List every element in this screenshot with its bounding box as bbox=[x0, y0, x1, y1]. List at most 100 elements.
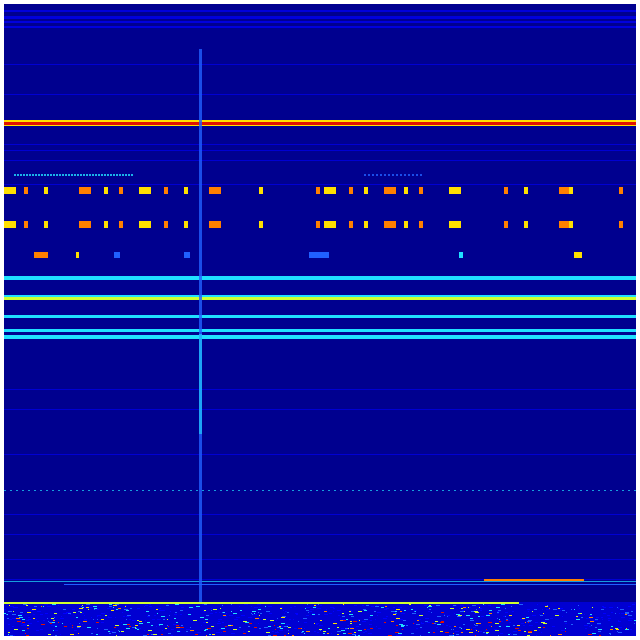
noise-speck bbox=[288, 627, 291, 628]
noise-speck bbox=[119, 608, 121, 609]
pulse-burst bbox=[404, 187, 408, 194]
noise-speck bbox=[295, 613, 298, 614]
noise-speck bbox=[486, 633, 488, 634]
noise-speck bbox=[616, 629, 619, 630]
dotted-line bbox=[502, 490, 504, 491]
faint-band bbox=[4, 454, 636, 455]
noise-speck bbox=[109, 604, 112, 605]
noise-speck bbox=[358, 611, 362, 612]
noise-speck bbox=[505, 612, 508, 613]
dotted-line bbox=[4, 490, 6, 491]
noise-speck bbox=[370, 615, 373, 616]
noise-speck bbox=[318, 604, 319, 605]
noise-speck bbox=[395, 610, 397, 611]
noise-speck bbox=[535, 622, 538, 623]
noise-speck bbox=[601, 617, 603, 618]
noise-speck bbox=[114, 627, 116, 628]
noise-speck bbox=[306, 615, 309, 616]
noise-speck bbox=[7, 635, 11, 636]
noise-speck bbox=[27, 625, 29, 626]
noise-speck bbox=[460, 611, 464, 612]
pulse-burst bbox=[164, 221, 168, 228]
noise-speck bbox=[466, 615, 470, 616]
noise-speck bbox=[542, 609, 543, 610]
noise-speck bbox=[395, 611, 397, 612]
noise-speck bbox=[419, 615, 423, 616]
dotted-line bbox=[412, 490, 414, 491]
noise-speck bbox=[447, 616, 448, 617]
noise-speck bbox=[281, 617, 285, 618]
noise-speck bbox=[26, 635, 29, 636]
noise-speck bbox=[353, 621, 357, 622]
noise-speck bbox=[48, 606, 51, 607]
pulse-burst bbox=[419, 221, 423, 228]
noise-speck bbox=[604, 613, 606, 614]
noise-speck bbox=[381, 607, 384, 608]
noise-speck bbox=[124, 607, 125, 608]
noise-speck bbox=[441, 612, 444, 613]
noise-speck bbox=[451, 629, 452, 630]
noise-speck bbox=[331, 633, 332, 634]
noise-speck bbox=[584, 614, 585, 615]
noise-speck bbox=[52, 604, 56, 605]
dotted-line bbox=[454, 490, 456, 491]
noise-speck bbox=[243, 631, 244, 632]
noise-speck bbox=[364, 610, 367, 611]
noise-speck bbox=[72, 625, 73, 626]
noise-speck bbox=[371, 606, 374, 607]
noise-speck bbox=[401, 625, 405, 626]
dotted-line bbox=[520, 490, 522, 491]
noise-speck bbox=[552, 626, 555, 627]
noise-speck bbox=[53, 620, 55, 621]
noise-speck bbox=[206, 635, 207, 636]
noise-speck bbox=[137, 620, 139, 621]
pulse-burst bbox=[449, 187, 461, 194]
noise-speck bbox=[25, 633, 26, 634]
noise-speck bbox=[455, 631, 459, 632]
noise-speck bbox=[377, 615, 378, 616]
noise-speck bbox=[489, 613, 492, 614]
noise-speck bbox=[60, 634, 61, 635]
pulse-burst bbox=[24, 221, 28, 228]
noise-speck bbox=[314, 605, 316, 606]
noise-speck bbox=[503, 616, 505, 617]
noise-speck bbox=[363, 632, 365, 633]
noise-speck bbox=[234, 619, 236, 620]
noise-speck bbox=[115, 617, 116, 618]
noise-speck bbox=[223, 615, 226, 616]
noise-speck bbox=[453, 633, 454, 634]
noise-speck bbox=[60, 618, 63, 619]
noise-speck bbox=[113, 605, 117, 606]
noise-speck bbox=[101, 613, 104, 614]
noise-speck bbox=[565, 631, 566, 632]
noise-speck bbox=[628, 606, 631, 607]
noise-speck bbox=[509, 615, 512, 616]
noise-speck bbox=[294, 628, 297, 629]
pulse-burst bbox=[104, 187, 108, 194]
noise-speck bbox=[202, 604, 204, 605]
dotted-line bbox=[388, 490, 390, 491]
noise-speck bbox=[586, 618, 589, 619]
noise-speck bbox=[284, 613, 285, 614]
noise-speck bbox=[476, 604, 479, 605]
noise-speck bbox=[587, 623, 590, 624]
noise-speck bbox=[137, 608, 140, 609]
noise-speck bbox=[161, 634, 163, 635]
noise-speck bbox=[34, 606, 37, 607]
noise-speck bbox=[398, 633, 402, 634]
noise-speck bbox=[597, 624, 601, 625]
noise-speck bbox=[411, 633, 414, 634]
noise-speck bbox=[346, 619, 348, 620]
noise-speck bbox=[479, 631, 482, 632]
noise-speck bbox=[217, 623, 221, 624]
noise-speck bbox=[255, 618, 259, 619]
noise-speck bbox=[359, 624, 361, 625]
dotted-line bbox=[568, 490, 570, 491]
pulse-burst bbox=[104, 221, 108, 228]
noise-speck bbox=[240, 610, 242, 611]
noise-speck bbox=[619, 613, 620, 614]
dot-segment bbox=[32, 174, 34, 176]
dot-segment bbox=[38, 174, 40, 176]
noise-speck bbox=[538, 627, 541, 628]
noise-speck bbox=[399, 624, 403, 625]
